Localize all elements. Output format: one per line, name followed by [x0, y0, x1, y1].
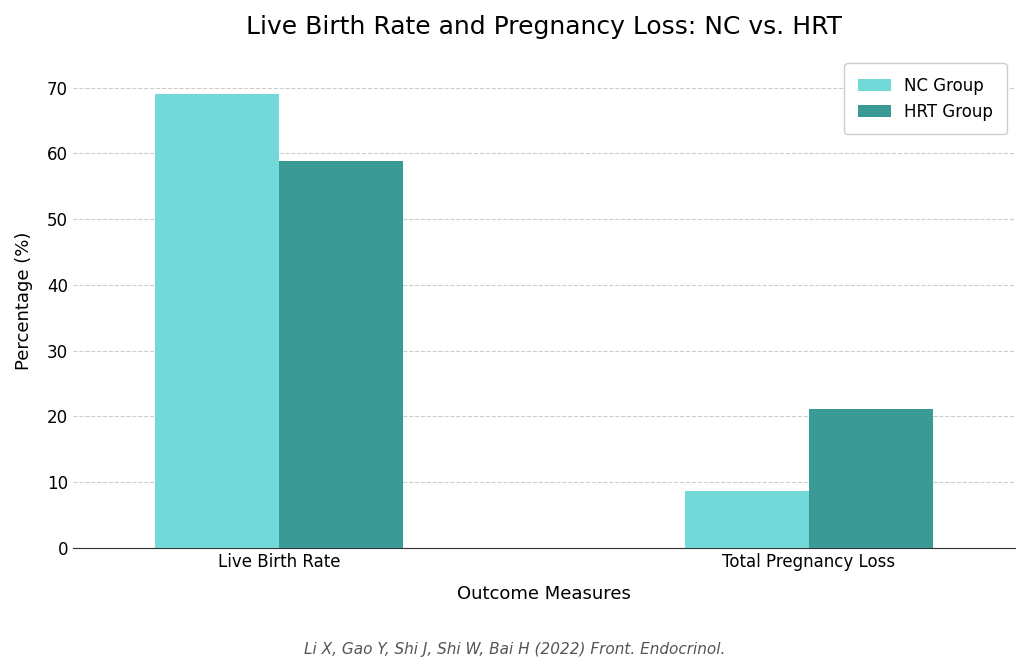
Bar [279, 161, 403, 548]
X-axis label: Outcome Measures: Outcome Measures [457, 584, 630, 602]
Title: Live Birth Rate and Pregnancy Loss: NC vs. HRT: Live Birth Rate and Pregnancy Loss: NC v… [246, 15, 842, 39]
Bar [809, 409, 932, 548]
Bar [156, 94, 279, 548]
Legend: NC Group, HRT Group: NC Group, HRT Group [845, 63, 1006, 134]
Text: Li X, Gao Y, Shi J, Shi W, Bai H (2022) Front. Endocrinol.: Li X, Gao Y, Shi J, Shi W, Bai H (2022) … [304, 642, 726, 657]
Bar [685, 491, 809, 548]
Y-axis label: Percentage (%): Percentage (%) [15, 232, 33, 371]
